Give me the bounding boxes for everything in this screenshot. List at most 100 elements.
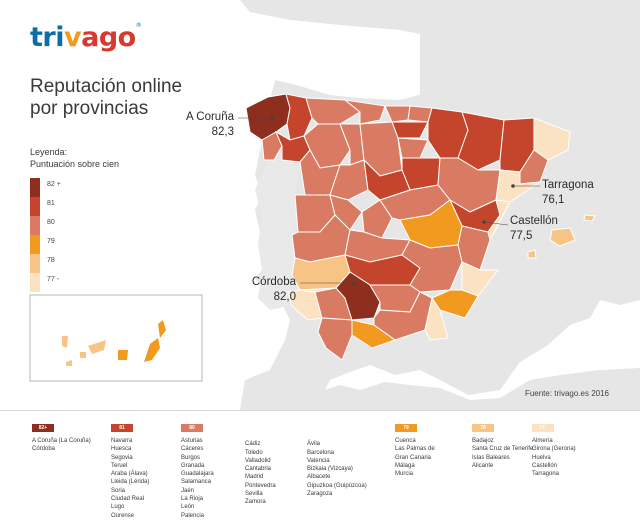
score-badge: 77-	[532, 424, 554, 432]
province-name: Ávila	[307, 441, 321, 448]
province-name: León	[181, 504, 195, 511]
score-badge: 78	[472, 424, 494, 432]
callout-tarragona-name: Tarragona	[542, 179, 594, 191]
portugal-land	[255, 158, 300, 310]
province-name: Ciudad Real	[111, 496, 145, 503]
legend-scale	[30, 178, 42, 292]
province-name: Segovia	[111, 454, 133, 461]
legend-label: 77 -	[47, 276, 60, 283]
score-badge: 79	[395, 424, 417, 432]
province-name: Almería	[532, 438, 553, 444]
legend-label: 80	[47, 219, 55, 226]
island-tenerife	[88, 340, 106, 354]
province-name: Alicante	[472, 462, 494, 469]
legend-swatch	[30, 254, 40, 273]
province-almeria	[424, 296, 449, 341]
province-madrid	[361, 199, 393, 239]
legend-swatch	[30, 235, 40, 254]
province-name: Araba (Álava)	[111, 471, 148, 478]
province-name: Las Palmas de	[395, 446, 435, 453]
provinces	[245, 93, 596, 361]
score-badge	[307, 424, 329, 432]
legend-label: 81	[47, 200, 55, 207]
province-name: Navarra	[111, 438, 133, 444]
province-name: Cáceres	[181, 446, 204, 453]
province-column: Ávila Barcelona Valencia Bizkaia (Vizcaya) A…	[307, 424, 367, 498]
province-column: 81 Navarra Huesca Segovia Teruel Araba (Álava…	[111, 424, 149, 520]
province-name: Badajoz	[472, 438, 494, 444]
province-name: Islas Baleares	[472, 454, 510, 461]
province-name: Lleida (Lérida)	[111, 479, 150, 486]
logo-part-tri: tri	[30, 22, 64, 53]
province-name: Teruel	[111, 462, 128, 469]
callout-castellon: Castellón 77,5	[510, 214, 562, 244]
island-la-gomera	[80, 352, 86, 358]
island-la-palma	[62, 336, 68, 348]
callout-cordoba-name: Córdoba	[251, 276, 296, 288]
province-name: Palencia	[181, 512, 205, 519]
province-name: Castellón	[532, 462, 558, 469]
legend-heading-line-2: Puntuación sobre cien	[30, 159, 120, 169]
province-name: Huesca	[111, 446, 132, 453]
province-cantabria	[343, 99, 386, 125]
registered-mark: ®	[135, 22, 142, 29]
province-column: 82+ A Coruña (La Coruña) Córdoba	[32, 424, 91, 454]
province-name: La Rioja	[181, 496, 204, 503]
callout-tarragona-value: 76,1	[542, 194, 565, 206]
legend-swatch	[30, 273, 40, 292]
legend-heading: Leyenda: Puntuación sobre cien	[30, 146, 119, 170]
callout-a-coruna-name: A Coruña	[186, 111, 234, 123]
legend-label: 79	[47, 238, 55, 245]
logo-part-ago: ago	[81, 22, 136, 53]
source-note: Fuente: trivago.es 2016	[524, 389, 609, 398]
divider	[0, 410, 640, 411]
legend-swatch	[30, 178, 40, 197]
callout-tarragona: Tarragona 76,1	[542, 178, 594, 208]
province-name: Gipuzkoa (Guipúzcoa)	[307, 482, 367, 489]
callout-a-coruna: A Coruña 82,3	[150, 110, 234, 140]
score-badge: 81	[111, 424, 133, 432]
province-avila	[329, 194, 363, 231]
page-title: Reputación online por provincias	[30, 76, 230, 120]
province-name: Murcia	[395, 471, 414, 478]
province-girona	[533, 117, 571, 161]
callout-castellon-value: 77,5	[510, 230, 533, 242]
province-huesca	[457, 111, 505, 171]
africa-land	[300, 368, 640, 410]
callout-cordoba-value: 82,0	[273, 291, 296, 303]
province-name: Tarragona	[532, 471, 560, 478]
province-name: Asturias	[181, 438, 203, 444]
province-name: Albacete	[307, 474, 331, 481]
province-cordoba	[335, 271, 381, 321]
province-name: Burgos	[181, 454, 201, 461]
province-name: Huelva	[532, 454, 551, 461]
province-name: Valladolid	[245, 457, 271, 464]
province-name: Santa Cruz de Tenerife	[472, 446, 534, 453]
province-name: Córdoba	[32, 446, 56, 453]
logo-part-v: v	[63, 22, 82, 53]
province-name: Lugo	[111, 504, 125, 511]
legend-swatch	[30, 197, 40, 216]
province-cadiz	[317, 317, 353, 361]
callout-castellon-name: Castellón	[510, 215, 558, 227]
province-name: Guadalajara	[181, 471, 214, 478]
canary-islands-inset	[29, 294, 203, 382]
province-name: Barcelona	[307, 449, 335, 456]
title-line-1: Reputación online	[30, 76, 183, 97]
province-name: Cantabria	[245, 466, 272, 473]
province-column: 77- Almería Girona (Gerona) Huelva Castellón…	[532, 424, 576, 478]
province-name: Pontevedra	[245, 482, 276, 489]
province-mallorca	[549, 227, 576, 247]
province-column: Cádiz Toledo Valladolid Cantabria Madrid Pont…	[245, 424, 276, 507]
callout-cordoba: Córdoba 82,0	[210, 275, 296, 305]
province-name: Málaga	[395, 462, 415, 469]
score-badge: 80	[181, 424, 203, 432]
trivago-logo: trivago®	[30, 22, 142, 53]
province-name: Madrid	[245, 474, 264, 481]
france-land	[420, 0, 640, 118]
legend-label: 78	[47, 257, 55, 264]
province-albacete	[401, 239, 463, 293]
province-name: Zamora	[245, 499, 266, 506]
